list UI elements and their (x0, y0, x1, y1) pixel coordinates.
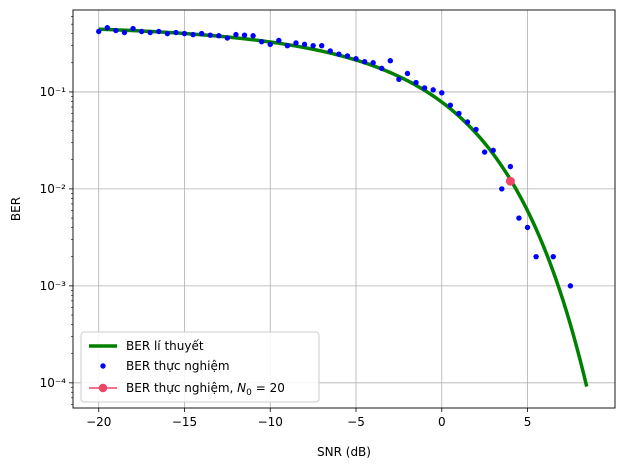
y-tick-label: 10⁻¹ (40, 85, 67, 99)
experimental-point (353, 56, 359, 62)
experimental-point (258, 38, 265, 45)
experimental-point (456, 110, 462, 117)
experimental-point (344, 53, 351, 59)
experimental-point (319, 42, 325, 49)
experimental-point (96, 28, 102, 35)
y-axis-label: BER (9, 197, 23, 221)
experimental-point (567, 283, 574, 289)
x-tick-label: 0 (438, 415, 446, 429)
experimental-point (336, 51, 342, 57)
experimental-point (430, 87, 436, 93)
experimental-point (524, 224, 531, 231)
experimental-point (233, 31, 239, 38)
theory-series (98, 27, 589, 387)
experimental-point (507, 163, 514, 170)
x-tick-label: −5 (347, 415, 365, 429)
legend-label-highlight: BER thực nghiệm, N0 = 20 (126, 381, 285, 398)
legend-label-highlight-prefix: BER thực nghiệm, (126, 381, 237, 395)
theory-curve (98, 27, 589, 387)
x-tick-label: 5 (524, 415, 532, 429)
experimental-point (113, 27, 119, 34)
experimental-series (96, 24, 574, 289)
legend-label-highlight-suffix: = 20 (252, 381, 285, 395)
experimental-point (499, 186, 505, 192)
experimental-point (481, 149, 488, 155)
experimental-point (198, 30, 205, 37)
legend-label-highlight-subscript: 0 (246, 388, 252, 398)
experimental-point (533, 253, 539, 260)
experimental-point (447, 102, 454, 108)
experimental-point (104, 24, 111, 31)
experimental-point (473, 126, 479, 133)
experimental-point (550, 253, 556, 260)
experimental-point (190, 31, 196, 38)
highlight-series (505, 176, 515, 186)
y-axis: 10⁻⁴ 10⁻³ 10⁻² 10⁻¹ (40, 16, 73, 405)
experimental-point (379, 65, 385, 72)
experimental-point (396, 76, 402, 83)
y-tick-label: 10⁻² (40, 182, 67, 196)
experimental-point (147, 29, 153, 36)
experimental-point (387, 57, 394, 64)
experimental-point (421, 85, 428, 91)
x-tick-label: −15 (172, 415, 197, 429)
legend-label-theory: BER lí thuyết (126, 339, 204, 353)
experimental-point (327, 48, 333, 54)
legend: BER lí thuyết BER thực nghiệm BER thực n… (80, 331, 320, 403)
experimental-point (224, 35, 231, 41)
legend-swatch-highlight-marker (98, 383, 108, 393)
plot-frame (72, 9, 616, 409)
experimental-point (164, 30, 171, 37)
experimental-point (516, 215, 522, 221)
experimental-point (439, 90, 445, 96)
experimental-point (267, 41, 273, 47)
experimental-point (284, 42, 291, 49)
experimental-point (207, 32, 213, 38)
experimental-point (464, 119, 471, 125)
experimental-point (241, 32, 248, 38)
experimental-point (404, 70, 411, 77)
experimental-point (361, 59, 368, 65)
experimental-point (293, 40, 299, 46)
y-tick-label: 10⁻³ (40, 279, 67, 293)
experimental-point (181, 30, 188, 37)
experimental-point (173, 29, 179, 36)
experimental-point (250, 33, 256, 39)
experimental-point (490, 147, 496, 154)
x-axis: −20 −15 −10 −5 0 5 (86, 408, 531, 429)
experimental-point (121, 29, 128, 36)
x-axis-label: SNR (dB) (317, 445, 371, 459)
x-tick-label: −20 (86, 415, 111, 429)
legend-swatch-experimental (100, 363, 106, 369)
y-tick-label: 10⁻⁴ (40, 376, 67, 390)
experimental-point (216, 33, 222, 39)
experimental-point (310, 42, 316, 49)
experimental-point (156, 28, 162, 35)
legend-label-experimental: BER thực nghiệm (126, 359, 230, 373)
legend-label-highlight-symbol: N (237, 381, 246, 395)
highlight-point (505, 176, 515, 186)
legend-box (80, 331, 320, 403)
experimental-point (138, 28, 145, 35)
experimental-point (301, 41, 308, 47)
experimental-point (413, 79, 419, 86)
experimental-point (370, 60, 376, 66)
x-tick-label: −10 (258, 415, 283, 429)
experimental-point (276, 37, 282, 44)
experimental-point (130, 25, 136, 32)
